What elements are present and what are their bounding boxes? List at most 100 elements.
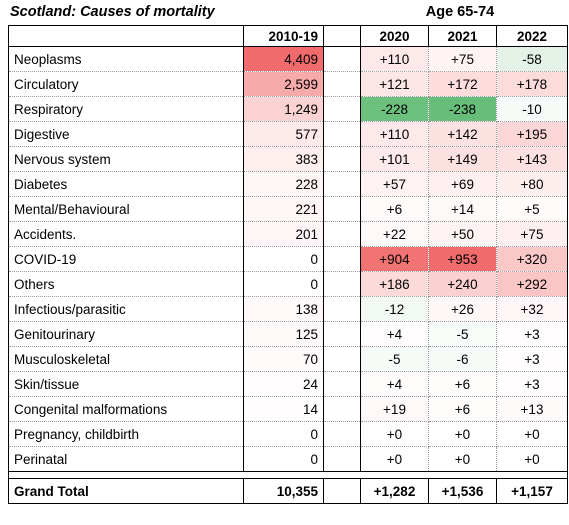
age-group-header: Age 65-74 (425, 4, 495, 20)
change-2020: -228 (360, 96, 429, 122)
header-year-2020: 2020 (360, 25, 429, 47)
change-2020: +57 (360, 171, 429, 197)
base-value: 0 (243, 421, 324, 447)
table-body: Neoplasms 4,409 +110 +75 -58 Circulatory 2,599… (8, 46, 568, 472)
change-2021: +953 (428, 246, 497, 272)
change-2021: +172 (428, 71, 497, 97)
cause-label: Digestive (8, 121, 244, 147)
change-2022: +143 (496, 146, 568, 172)
change-2020: +6 (360, 196, 429, 222)
change-2020: +0 (360, 446, 429, 472)
table-row: Skin/tissue 24 +4 +6 +3 (8, 371, 568, 397)
base-value: 201 (243, 221, 324, 247)
change-2022: +195 (496, 121, 568, 147)
table-row: Circulatory 2,599 +121 +172 +178 (8, 71, 568, 97)
base-value: 24 (243, 371, 324, 397)
gap-cell (323, 271, 361, 297)
cause-label: Accidents. (8, 221, 244, 247)
gap-cell (323, 246, 361, 272)
base-value: 0 (243, 271, 324, 297)
change-2021: +0 (428, 421, 497, 447)
change-2021: +14 (428, 196, 497, 222)
header-year-2021: 2021 (428, 25, 497, 47)
change-2020: +186 (360, 271, 429, 297)
cause-label: COVID-19 (8, 246, 244, 272)
change-2020: +4 (360, 371, 429, 397)
title-row: Scotland: Causes of mortality Age 65-74 (0, 0, 569, 24)
change-2020: +121 (360, 71, 429, 97)
total-2021: +1,536 (428, 478, 497, 504)
gap-cell (323, 221, 361, 247)
total-gap (323, 478, 361, 504)
gap-cell (323, 196, 361, 222)
change-2022: +0 (496, 446, 568, 472)
header-row: 2010-19 2020 2021 2022 (8, 25, 568, 47)
gap-cell (323, 346, 361, 372)
change-2020: +4 (360, 321, 429, 347)
change-2020: -5 (360, 346, 429, 372)
change-2021: +6 (428, 396, 497, 422)
change-2021: +26 (428, 296, 497, 322)
change-2021: +142 (428, 121, 497, 147)
change-2022: +80 (496, 171, 568, 197)
change-2021: +6 (428, 371, 497, 397)
base-value: 577 (243, 121, 324, 147)
change-2022: -58 (496, 46, 568, 72)
base-value: 14 (243, 396, 324, 422)
change-2021: -5 (428, 321, 497, 347)
change-2022: +5 (496, 196, 568, 222)
base-value: 228 (243, 171, 324, 197)
table-row: Diabetes 228 +57 +69 +80 (8, 171, 568, 197)
change-2022: +292 (496, 271, 568, 297)
spacer-row (8, 471, 568, 479)
cause-label: Pregnancy, childbirth (8, 421, 244, 447)
base-value: 0 (243, 246, 324, 272)
total-base: 10,355 (243, 478, 324, 504)
total-label: Grand Total (8, 478, 244, 504)
table-row: Infectious/parasitic 138 -12 +26 +32 (8, 296, 568, 322)
change-2020: +101 (360, 146, 429, 172)
change-2021: +50 (428, 221, 497, 247)
gap-cell (323, 396, 361, 422)
base-value: 383 (243, 146, 324, 172)
change-2021: -238 (428, 96, 497, 122)
cause-label: Genitourinary (8, 321, 244, 347)
change-2020: +110 (360, 121, 429, 147)
cause-label: Infectious/parasitic (8, 296, 244, 322)
change-2022: +3 (496, 346, 568, 372)
gap-cell (323, 446, 361, 472)
table-row: Nervous system 383 +101 +149 +143 (8, 146, 568, 172)
change-2022: +320 (496, 246, 568, 272)
change-2020: +110 (360, 46, 429, 72)
change-2022: +0 (496, 421, 568, 447)
header-year-2022: 2022 (496, 25, 568, 47)
change-2020: -12 (360, 296, 429, 322)
change-2020: +904 (360, 246, 429, 272)
cause-label: Neoplasms (8, 46, 244, 72)
base-value: 0 (243, 446, 324, 472)
cause-label: Mental/Behavioural (8, 196, 244, 222)
gap-cell (323, 321, 361, 347)
gap-cell (323, 96, 361, 122)
gap-cell (323, 46, 361, 72)
table-row: Mental/Behavioural 221 +6 +14 +5 (8, 196, 568, 222)
change-2022: +3 (496, 371, 568, 397)
table-row: Musculoskeletal 70 -5 -6 +3 (8, 346, 568, 372)
change-2020: +0 (360, 421, 429, 447)
base-value: 221 (243, 196, 324, 222)
gap-cell (323, 146, 361, 172)
base-value: 4,409 (243, 46, 324, 72)
change-2021: +75 (428, 46, 497, 72)
cause-label: Others (8, 271, 244, 297)
gap-cell (323, 171, 361, 197)
table-row: Respiratory 1,249 -228 -238 -10 (8, 96, 568, 122)
header-base-period: 2010-19 (243, 25, 324, 47)
cause-label: Congenital malformations (8, 396, 244, 422)
mortality-table: 2010-19 2020 2021 2022 Neoplasms 4,409 +11… (8, 25, 568, 504)
total-2020: +1,282 (360, 478, 429, 504)
change-2020: +22 (360, 221, 429, 247)
change-2022: +75 (496, 221, 568, 247)
table-row: Congenital malformations 14 +19 +6 +13 (8, 396, 568, 422)
change-2022: -10 (496, 96, 568, 122)
gap-cell (323, 121, 361, 147)
